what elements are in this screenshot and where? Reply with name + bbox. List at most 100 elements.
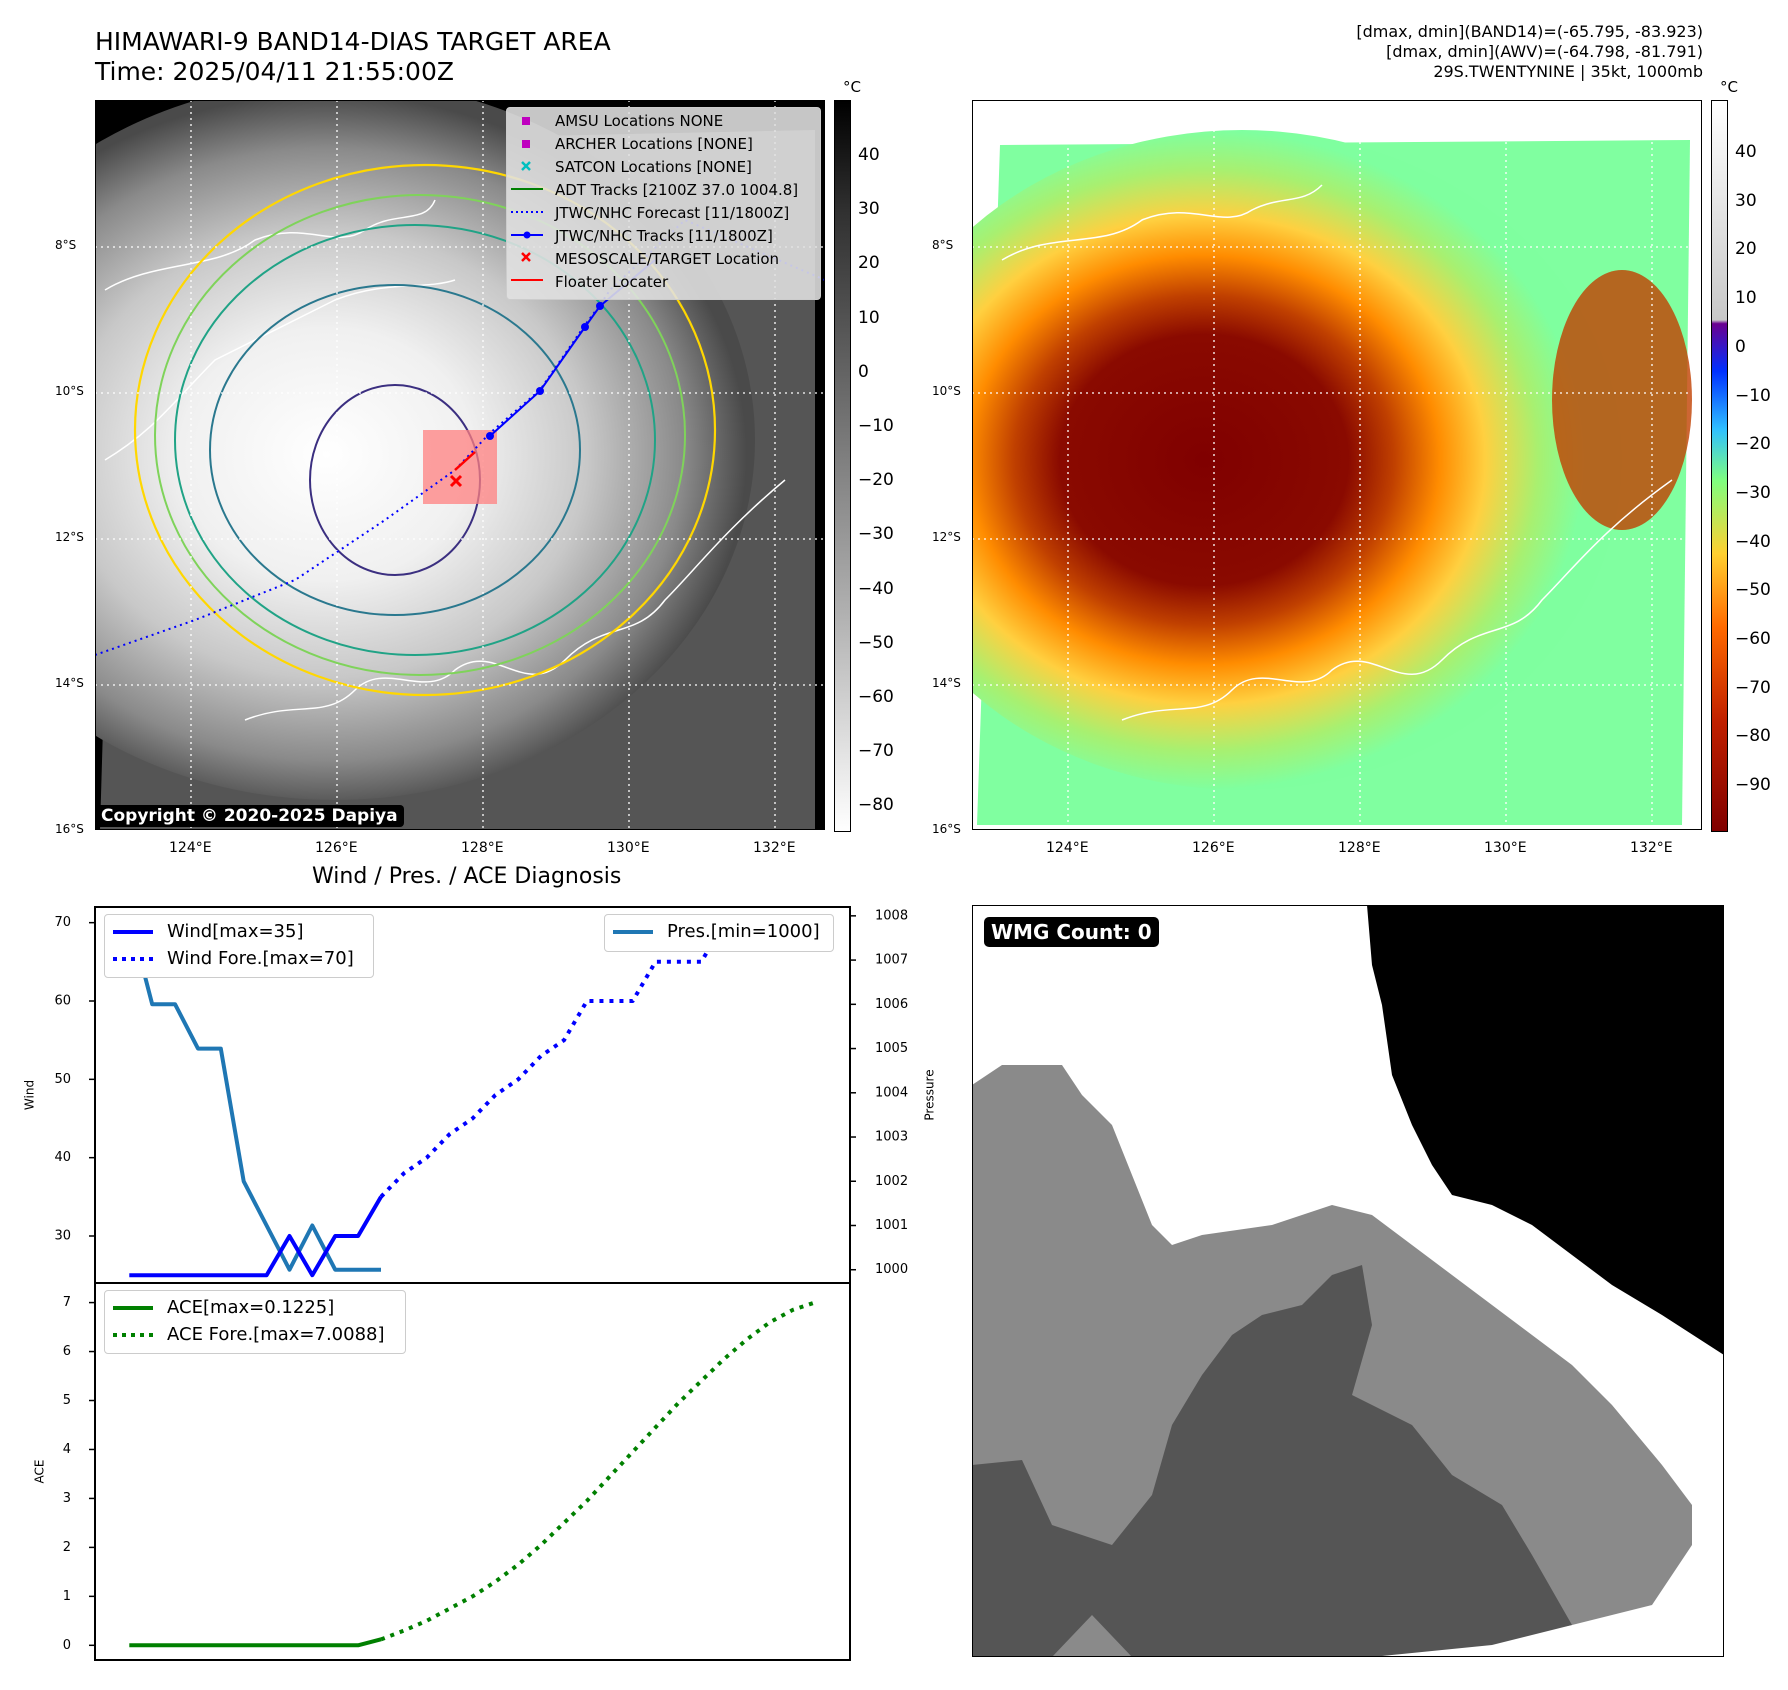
wmg-mask bbox=[971, 904, 1725, 1658]
colorbar-right-tick: 20 bbox=[1735, 239, 1757, 260]
wind-legend: Wind[max=35] Wind Fore.[max=70] bbox=[104, 914, 374, 978]
colorbar-right-tick: −60 bbox=[1735, 629, 1771, 649]
lat-label-16s: 16°S bbox=[55, 822, 84, 836]
legend-satcon: SATCON Locations [NONE] bbox=[555, 158, 752, 176]
figure-time: Time: 2025/04/11 21:55:00Z bbox=[95, 57, 454, 86]
colorbar-gray bbox=[834, 100, 851, 832]
pres-tick-label: 1003 bbox=[875, 1130, 908, 1145]
lon-label-132e: 132°E bbox=[753, 840, 796, 856]
pressure-line bbox=[127, 915, 381, 1272]
target-location-marker bbox=[449, 474, 463, 488]
wind-tick-label: 30 bbox=[54, 1229, 71, 1244]
copyright-badge: Copyright © 2020-2025 Dapiya bbox=[95, 805, 404, 827]
awv-field bbox=[862, 130, 1622, 790]
ace-line bbox=[129, 1637, 382, 1648]
awv-lat-label-10s: 10°S bbox=[932, 384, 961, 398]
pres-tick-label: 1000 bbox=[875, 1262, 908, 1277]
lon-label-130e: 130°E bbox=[607, 840, 650, 856]
diag-title: Wind / Pres. / ACE Diagnosis bbox=[312, 864, 622, 889]
colorbar-right-unit: °C bbox=[1720, 78, 1738, 96]
pres-legend: Pres.[min=1000] bbox=[604, 914, 834, 952]
ace-tick-label: 0 bbox=[63, 1638, 71, 1653]
pres-tick-label: 1004 bbox=[875, 1085, 908, 1100]
ace-legend: ACE[max=0.1225] ACE Fore.[max=7.0088] bbox=[104, 1290, 406, 1354]
wind-legend-label: Wind[max=35] bbox=[167, 921, 304, 942]
awv-coastline-australia bbox=[1121, 479, 1673, 721]
wind-tick-label: 70 bbox=[54, 915, 71, 930]
colorbar-right-tick: 30 bbox=[1735, 190, 1757, 211]
wind-tick-label: 40 bbox=[54, 1150, 71, 1165]
colorbar-left-tick: −40 bbox=[858, 578, 894, 599]
colorbar-left-tick: 10 bbox=[858, 307, 880, 328]
lon-label-124e: 124°E bbox=[169, 840, 212, 856]
figure-title: HIMAWARI-9 BAND14-DIAS TARGET AREA bbox=[95, 27, 611, 56]
wmg-count-badge: WMG Count: 0 bbox=[984, 917, 1159, 947]
colorbar-left-tick: 40 bbox=[858, 145, 880, 165]
awv-lat-label-12s: 12°S bbox=[932, 530, 961, 544]
colorbar-right-tick: 0 bbox=[1735, 336, 1746, 357]
awv-map-panel bbox=[862, 99, 1703, 831]
legend-markers bbox=[511, 117, 543, 281]
ace-axis-label: ACE bbox=[33, 1460, 47, 1484]
wind-axis-label: Wind bbox=[23, 1080, 37, 1110]
ace-fore-legend-label: ACE Fore.[max=7.0088] bbox=[167, 1324, 385, 1345]
pres-tick-label: 1002 bbox=[875, 1174, 908, 1189]
wind-line bbox=[129, 1195, 383, 1278]
ace-tick-label: 3 bbox=[63, 1491, 71, 1506]
colorbar-left-tick: −10 bbox=[858, 416, 894, 436]
colorbar-right-tick: 10 bbox=[1735, 288, 1757, 309]
diag-chart: 3040506070100010011002100310041005100610… bbox=[23, 906, 937, 1661]
wind-tick-label: 60 bbox=[54, 994, 71, 1009]
coastline-timor bbox=[104, 199, 436, 291]
awv-lon-label-132e: 132°E bbox=[1630, 840, 1673, 856]
awv-lat-label-14s: 14°S bbox=[932, 676, 961, 690]
awv-lon-label-124e: 124°E bbox=[1046, 840, 1089, 856]
colorbar-right-tick: −50 bbox=[1735, 580, 1771, 601]
colorbar-right-tick: −80 bbox=[1735, 726, 1771, 747]
pressure-axis-label: Pressure bbox=[923, 1069, 937, 1120]
lon-label-126e: 126°E bbox=[315, 840, 358, 856]
colorbar-left-unit: °C bbox=[843, 78, 861, 96]
awv-range: [dmax, dmin](AWV)=(-64.798, -81.791) bbox=[1386, 42, 1703, 61]
pres-tick-label: 1007 bbox=[875, 953, 908, 968]
legend-floater: Floater Locater bbox=[555, 273, 669, 291]
legend-target: MESOSCALE/TARGET Location bbox=[555, 250, 780, 268]
awv-lon-label-130e: 130°E bbox=[1484, 840, 1527, 856]
awv-lon-label-126e: 126°E bbox=[1192, 840, 1235, 856]
colorbar-left-tick: −60 bbox=[858, 687, 894, 707]
legend-jtwc-tracks: JTWC/NHC Tracks [11/1800Z] bbox=[555, 227, 773, 245]
colorbar-left-tick: −20 bbox=[858, 470, 894, 491]
colorbar-right-tick: −20 bbox=[1735, 434, 1771, 455]
legend-archer: ARCHER Locations [NONE] bbox=[555, 135, 753, 153]
ace-tick-label: 4 bbox=[63, 1442, 71, 1457]
colorbar-left-tick: −50 bbox=[858, 632, 894, 653]
wind-fore-legend-label: Wind Fore.[max=70] bbox=[167, 948, 354, 969]
ace-tick-label: 7 bbox=[63, 1295, 71, 1310]
band14-range: [dmax, dmin](BAND14)=(-65.795, -83.923) bbox=[1356, 22, 1703, 41]
wind-tick-label: 50 bbox=[54, 1072, 71, 1087]
jtwc-track-points bbox=[486, 302, 604, 440]
lat-label-8s: 8°S bbox=[55, 238, 77, 252]
awv-lon-label-128e: 128°E bbox=[1338, 840, 1381, 856]
colorbar-right-tick: −40 bbox=[1735, 531, 1771, 552]
wmg-panel: WMG Count: 0 bbox=[971, 904, 1725, 1658]
contour-lightgreen bbox=[154, 194, 686, 676]
awv-lat-label-16s: 16°S bbox=[932, 822, 961, 836]
awv-coastline-north bbox=[1001, 184, 1323, 261]
map-legend: AMSU Locations NONE ARCHER Locations [NO… bbox=[506, 107, 821, 300]
wmg-dark-region bbox=[972, 1265, 1572, 1657]
ace-forecast-line bbox=[380, 1300, 817, 1642]
coastline-north bbox=[104, 279, 456, 461]
colorbar-left-tick: −80 bbox=[858, 795, 894, 816]
colorbar-awv bbox=[1711, 100, 1728, 832]
legend-jtwc-forecast: JTWC/NHC Forecast [11/1800Z] bbox=[555, 204, 790, 222]
colorbar-right-tick: −30 bbox=[1735, 482, 1771, 503]
legend-amsu: AMSU Locations NONE bbox=[555, 112, 724, 130]
colorbar-right-tick: −10 bbox=[1735, 385, 1771, 406]
awv-map bbox=[862, 99, 1703, 831]
awv-grid bbox=[972, 100, 1702, 830]
ace-axes-frame bbox=[94, 1282, 851, 1661]
ace-tick-label: 2 bbox=[63, 1540, 71, 1555]
lat-label-10s: 10°S bbox=[55, 384, 84, 398]
lat-label-14s: 14°S bbox=[55, 676, 84, 690]
